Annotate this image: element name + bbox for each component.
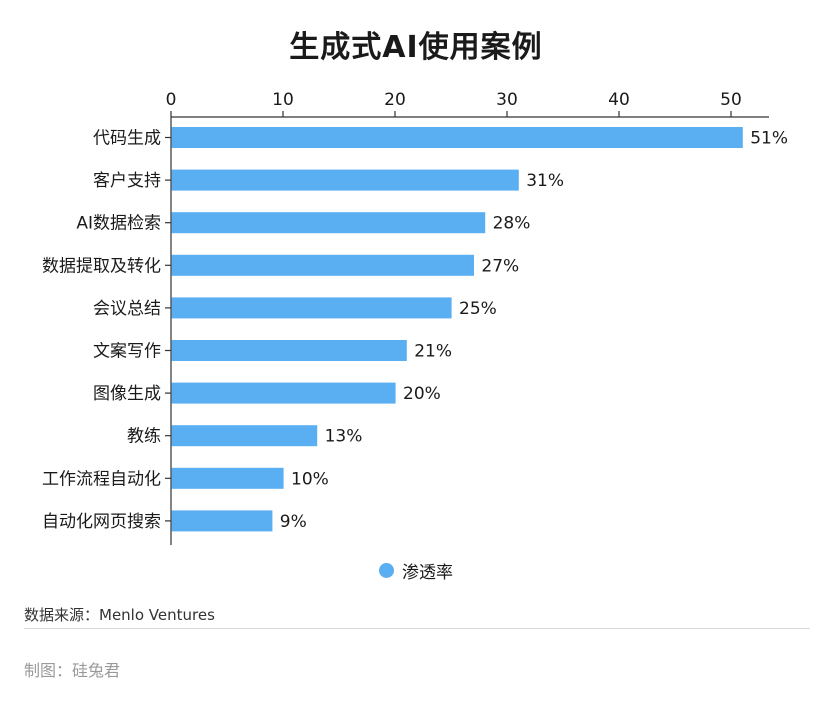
category-label: 文案写作 — [93, 342, 161, 362]
category-label: 代码生成 — [93, 129, 161, 149]
axis-layer: 0 10 20 30 40 50 — [165, 90, 769, 545]
credit-note: 制图：硅兔君 — [24, 661, 121, 680]
data-label: 31% — [526, 171, 564, 191]
data-label: 9% — [280, 512, 307, 532]
category-label: 会议总结 — [93, 299, 161, 319]
bar — [171, 254, 474, 276]
data-label: 25% — [459, 299, 497, 319]
bar — [171, 467, 284, 489]
data-label: 10% — [291, 469, 329, 489]
legend-label: 渗透率 — [402, 563, 453, 583]
divider — [24, 628, 810, 629]
category-label: 数据提取及转化 — [42, 256, 161, 276]
category-label: AI数据检索 — [76, 214, 161, 234]
bar — [171, 510, 273, 532]
data-label: 20% — [403, 384, 441, 404]
bar — [171, 340, 407, 361]
data-label: 51% — [750, 129, 788, 149]
bar-chart: 0 10 20 30 40 50 代码生成 51% 客户支持 31% AI数据检索 28% 数据提取及… — [42, 90, 788, 545]
category-label: 图像生成 — [93, 384, 161, 404]
x-tick-label: 50 — [720, 90, 742, 110]
category-label: 客户支持 — [93, 171, 161, 191]
labels-layer: 代码生成 51% 客户支持 31% AI数据检索 28% 数据提取及转化 27% 会议总结 25%… — [42, 129, 788, 532]
bar — [171, 425, 318, 447]
data-label: 27% — [481, 256, 519, 276]
bar — [171, 169, 519, 191]
bar — [171, 297, 452, 319]
source-note: 数据来源：Menlo Ventures — [24, 606, 215, 624]
category-label: 教练 — [127, 427, 161, 447]
bars-layer — [171, 127, 743, 532]
chart-title: 生成式AI使用案例 — [289, 30, 543, 65]
data-label: 21% — [414, 342, 452, 362]
x-tick-label: 0 — [166, 90, 177, 110]
bar — [171, 212, 486, 234]
bar — [171, 382, 396, 404]
x-tick-label: 30 — [496, 90, 518, 110]
x-tick-label: 10 — [272, 90, 294, 110]
category-label: 自动化网页搜索 — [42, 512, 161, 532]
data-label: 28% — [493, 214, 531, 234]
data-label: 13% — [325, 427, 363, 447]
legend-marker — [379, 563, 394, 578]
bar — [171, 127, 743, 148]
category-label: 工作流程自动化 — [42, 469, 161, 489]
x-tick-label: 20 — [384, 90, 406, 110]
legend: 渗透率 — [0, 558, 832, 583]
x-tick-label: 40 — [608, 90, 630, 110]
